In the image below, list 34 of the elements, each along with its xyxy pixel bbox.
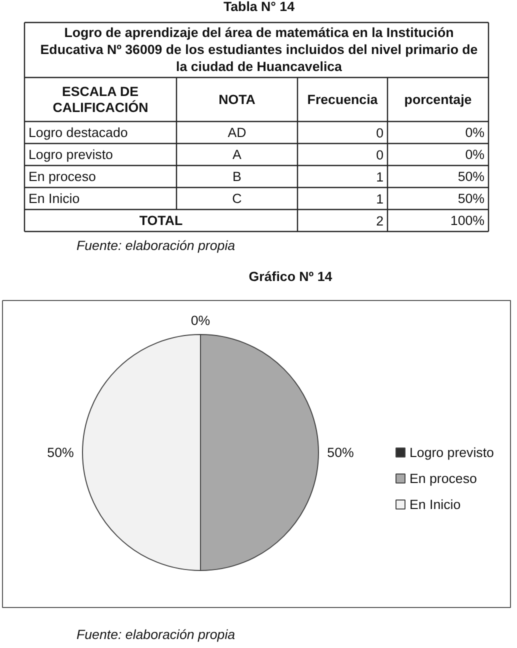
text: C xyxy=(232,191,242,206)
text: En proceso xyxy=(28,169,96,184)
text: 50% xyxy=(458,191,485,206)
text: 0 xyxy=(376,148,384,162)
text: 50% xyxy=(458,169,485,184)
data-label: 50% xyxy=(327,445,354,460)
text: 1 xyxy=(376,192,384,206)
text: Logro de aprendizaje del área de matemática en la Institución Educativa Nº 36009 de los estudiantes incluidos del nivel primario de la ciudad de Huancavelica xyxy=(40,25,478,74)
text: 0% xyxy=(465,125,485,140)
source-note: Fuente: elaboración propia xyxy=(76,238,236,253)
text: ESCALA DE CALIFICACIÓN xyxy=(52,84,148,115)
text: 1 xyxy=(376,170,384,184)
text: Tabla N° 14 xyxy=(223,0,296,14)
text: TOTAL xyxy=(139,213,183,228)
legend-label: En proceso xyxy=(410,471,477,486)
text: 0 xyxy=(376,126,384,140)
legend-label: Logro previsto xyxy=(410,445,494,460)
data-label: 50% xyxy=(47,445,74,460)
text: Logro destacado xyxy=(28,125,128,140)
text: A xyxy=(232,147,242,162)
text: 2 xyxy=(376,214,384,228)
text: AD xyxy=(228,125,246,140)
text: En Inicio xyxy=(28,191,80,206)
text: NOTA xyxy=(218,92,256,107)
legend-label: En Inicio xyxy=(410,497,461,512)
text: 0% xyxy=(465,147,485,162)
chart-title: Gráfico Nº 14 xyxy=(248,269,333,284)
text: porcentaje xyxy=(404,92,472,107)
text: 100% xyxy=(450,213,485,228)
source-note: Fuente: elaboración propia xyxy=(76,627,236,642)
text: 0% xyxy=(190,313,210,328)
text: Frecuencia xyxy=(307,92,378,107)
text: B xyxy=(232,169,242,184)
text: Logro previsto xyxy=(28,147,113,162)
